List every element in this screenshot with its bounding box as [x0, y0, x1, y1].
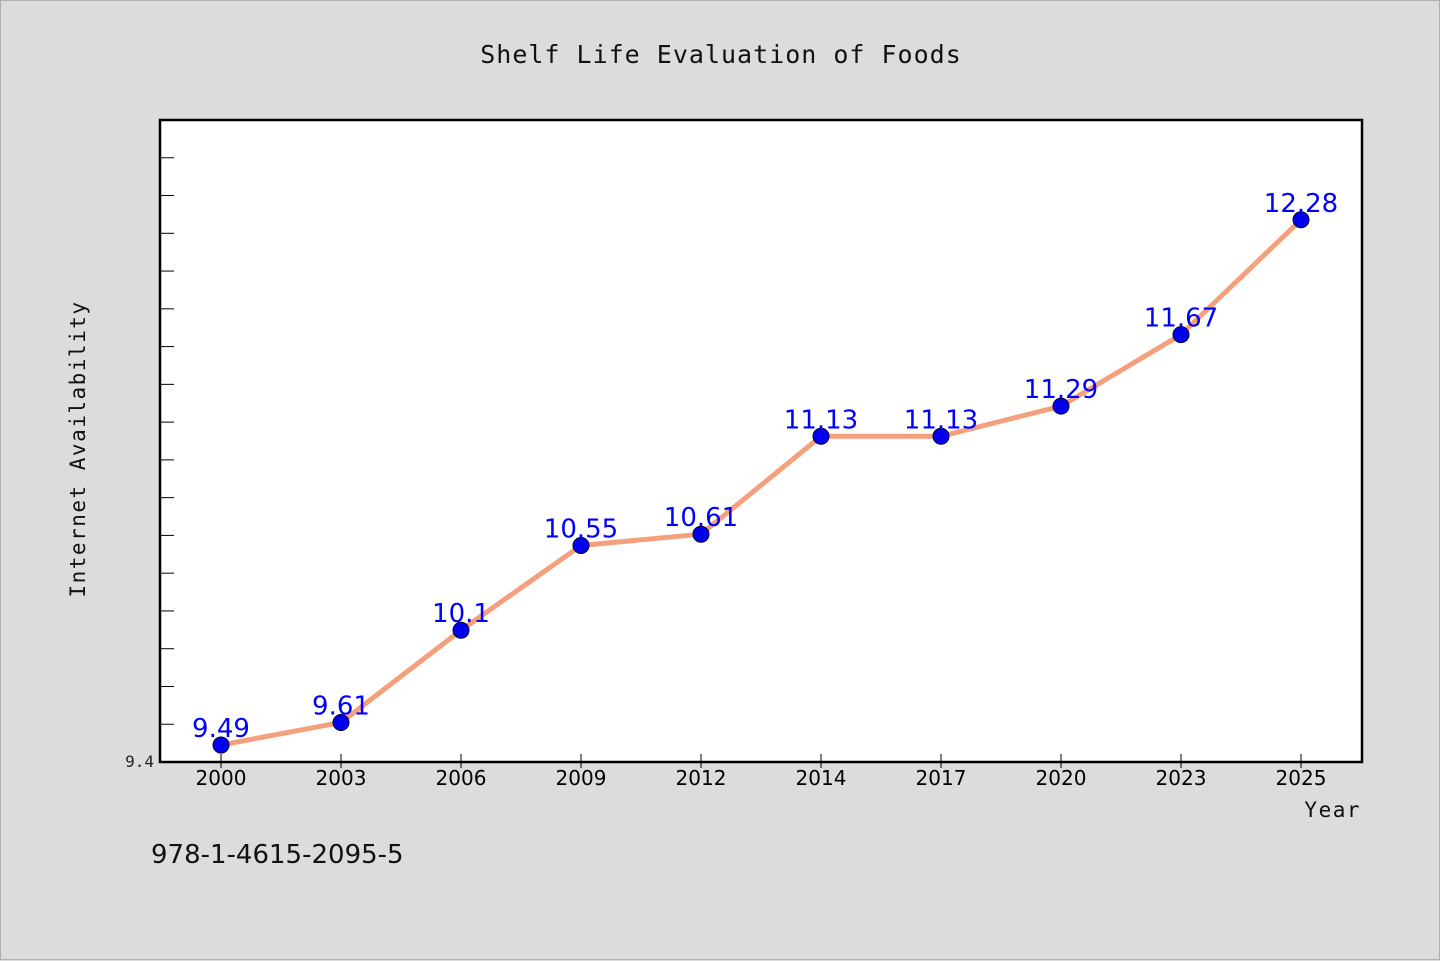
data-label: 9.49	[192, 714, 250, 744]
data-point	[572, 536, 590, 554]
data-label: 11.13	[784, 405, 858, 435]
y-tick-label: 9.4	[125, 752, 154, 771]
x-tick-label: 2025	[1276, 766, 1327, 790]
series-layer	[212, 211, 1310, 754]
chart-title: Shelf Life Evaluation of Foods	[480, 40, 962, 69]
x-tick-label: 2012	[676, 766, 727, 790]
data-label: 11.67	[1144, 304, 1218, 334]
x-tick-label: 2023	[1156, 766, 1207, 790]
y-axis-ticks: 9.4	[125, 119, 174, 771]
series-line	[218, 217, 1304, 748]
data-label: 10.1	[432, 599, 490, 629]
x-tick-label: 2014	[796, 766, 847, 790]
x-axis-ticks: 2000 2003 2006 2009 2012 2014 2017 2020 2023 2025	[196, 754, 1327, 790]
y-axis-label: Internet Availability	[66, 300, 90, 597]
x-tick-label: 2006	[436, 766, 487, 790]
x-tick-label: 2009	[556, 766, 607, 790]
x-tick-label: 2017	[916, 766, 967, 790]
data-label: 11.29	[1024, 375, 1098, 405]
data-label: 9.61	[312, 691, 370, 721]
data-point	[692, 525, 710, 543]
data-point	[332, 713, 350, 731]
x-axis-label: Year	[1304, 798, 1361, 822]
data-label: 10.61	[664, 503, 738, 533]
data-point	[812, 427, 830, 445]
data-point	[932, 427, 950, 445]
x-tick-label: 2000	[196, 766, 247, 790]
data-point	[452, 621, 470, 639]
isbn-text: 978-1-4615-2095-5	[151, 840, 404, 870]
data-point	[1292, 211, 1310, 229]
data-label: 10.55	[544, 514, 618, 544]
data-point	[1052, 397, 1070, 415]
data-labels: 9.49 9.61 10.1 10.55 10.61 11.13 11.13 11.29 11.…	[192, 189, 1338, 744]
plot-area	[158, 118, 1364, 764]
x-tick-label: 2003	[316, 766, 367, 790]
data-label: 12.28	[1264, 189, 1338, 219]
data-point	[1172, 326, 1190, 344]
x-tick-label: 2020	[1036, 766, 1087, 790]
data-label: 11.13	[904, 405, 978, 435]
data-point	[212, 736, 230, 754]
